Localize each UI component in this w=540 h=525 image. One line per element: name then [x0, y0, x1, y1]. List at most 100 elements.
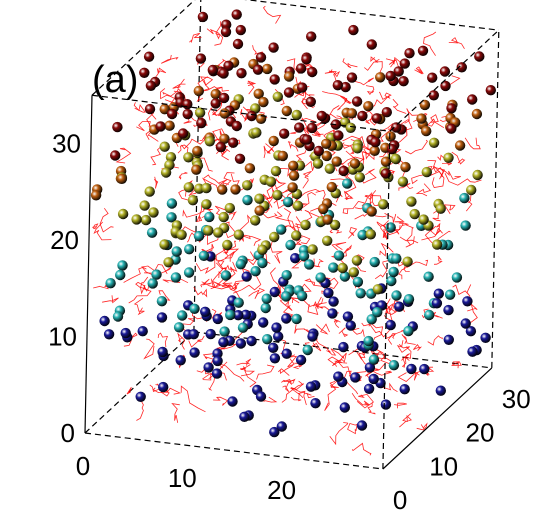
scatter-point [116, 173, 128, 184]
network-strand [370, 56, 380, 63]
scatter-point [380, 156, 392, 167]
scatter-point [364, 362, 376, 373]
scatter-point [391, 253, 402, 264]
network-strand [328, 105, 346, 121]
scatter-point [252, 64, 264, 75]
scatter-point [316, 110, 327, 122]
scatter-point [365, 229, 376, 240]
scatter-point [262, 334, 273, 345]
scatter-point [301, 54, 312, 65]
scatter-point [90, 190, 102, 201]
scatter-point [233, 310, 244, 321]
network-strand [301, 92, 315, 110]
network-strand [329, 422, 349, 446]
scatter-point [139, 200, 150, 211]
scatter-point [431, 298, 443, 309]
scatter-point [322, 235, 333, 246]
network-strand [182, 207, 209, 218]
scatter-point [218, 211, 229, 223]
scatter-point [222, 239, 233, 251]
scatter-point [305, 96, 316, 108]
scatter-point [368, 354, 380, 365]
scatter-point [386, 143, 398, 155]
scatter-point [446, 103, 457, 114]
network-strand [347, 423, 358, 435]
scatter-point [110, 150, 121, 161]
scatter-point [246, 110, 257, 122]
scatter-point [459, 192, 470, 204]
network-strand [157, 332, 169, 348]
scatter-point [321, 138, 332, 149]
scatter-point [240, 309, 251, 320]
scatter-point [456, 62, 467, 73]
network-strand [177, 332, 186, 350]
scatter-point [357, 229, 368, 241]
scatter-point [399, 58, 410, 69]
scatter-point [439, 66, 451, 77]
scatter-point [195, 53, 207, 64]
scatter-point [148, 207, 159, 218]
network-strand [411, 166, 433, 185]
network-strand [374, 259, 390, 280]
network-strand [211, 102, 223, 116]
scatter-point [354, 172, 365, 183]
scatter-point [269, 353, 281, 364]
network-strand [384, 212, 397, 223]
network-strand [413, 344, 423, 351]
scatter-point [332, 80, 343, 91]
scatter-point [210, 88, 221, 100]
y-tick-label: 0 [393, 485, 407, 515]
network-strand [371, 195, 383, 206]
scatter-point [176, 229, 187, 240]
network-strand [430, 225, 443, 236]
scatter-point [465, 326, 477, 337]
network-strand [342, 58, 358, 69]
scatter-point [366, 314, 377, 325]
scatter-point [307, 331, 318, 342]
scatter-point [217, 184, 228, 195]
scatter-point [189, 303, 200, 314]
y-axis-line [382, 367, 493, 470]
scatter-point [409, 208, 420, 220]
network-strand [379, 242, 394, 257]
scatter-point [294, 122, 305, 133]
scatter-point [424, 309, 435, 321]
scatter-point [218, 337, 229, 348]
scatter-point [254, 205, 265, 216]
scatter-point [246, 335, 257, 347]
box-edge [193, 0, 202, 332]
network-strand [133, 102, 146, 113]
network-strand [263, 145, 276, 159]
network-strand [392, 98, 407, 114]
scatter-point [472, 169, 483, 181]
network-strand [401, 346, 412, 361]
scatter-points [90, 9, 496, 438]
scatter-point [428, 137, 440, 148]
scatter-point [419, 363, 430, 375]
scatter-point [307, 66, 318, 78]
network-strand [315, 323, 330, 335]
network-strand [292, 235, 311, 245]
x-tick-label: 20 [267, 475, 296, 505]
box-front-edges [84, 0, 500, 470]
network-strand [365, 363, 386, 382]
scatter-point [115, 269, 126, 281]
network-strand [431, 165, 445, 188]
network-strand [279, 298, 293, 311]
scatter-point [157, 346, 168, 358]
scatter-point [342, 178, 353, 189]
scatter-point [236, 68, 247, 79]
scatter-point [333, 371, 344, 382]
scatter-point [327, 308, 338, 319]
scatter-point [312, 158, 324, 169]
network-strand [448, 37, 465, 50]
network-strand [262, 185, 275, 200]
network-strand [372, 123, 394, 142]
network-strand [171, 403, 180, 423]
box-edge [382, 131, 391, 470]
network-strand [443, 204, 456, 215]
scatter-point [234, 153, 246, 164]
network-strand [324, 69, 341, 78]
scatter-point [211, 368, 223, 379]
scatter-point [460, 318, 471, 329]
